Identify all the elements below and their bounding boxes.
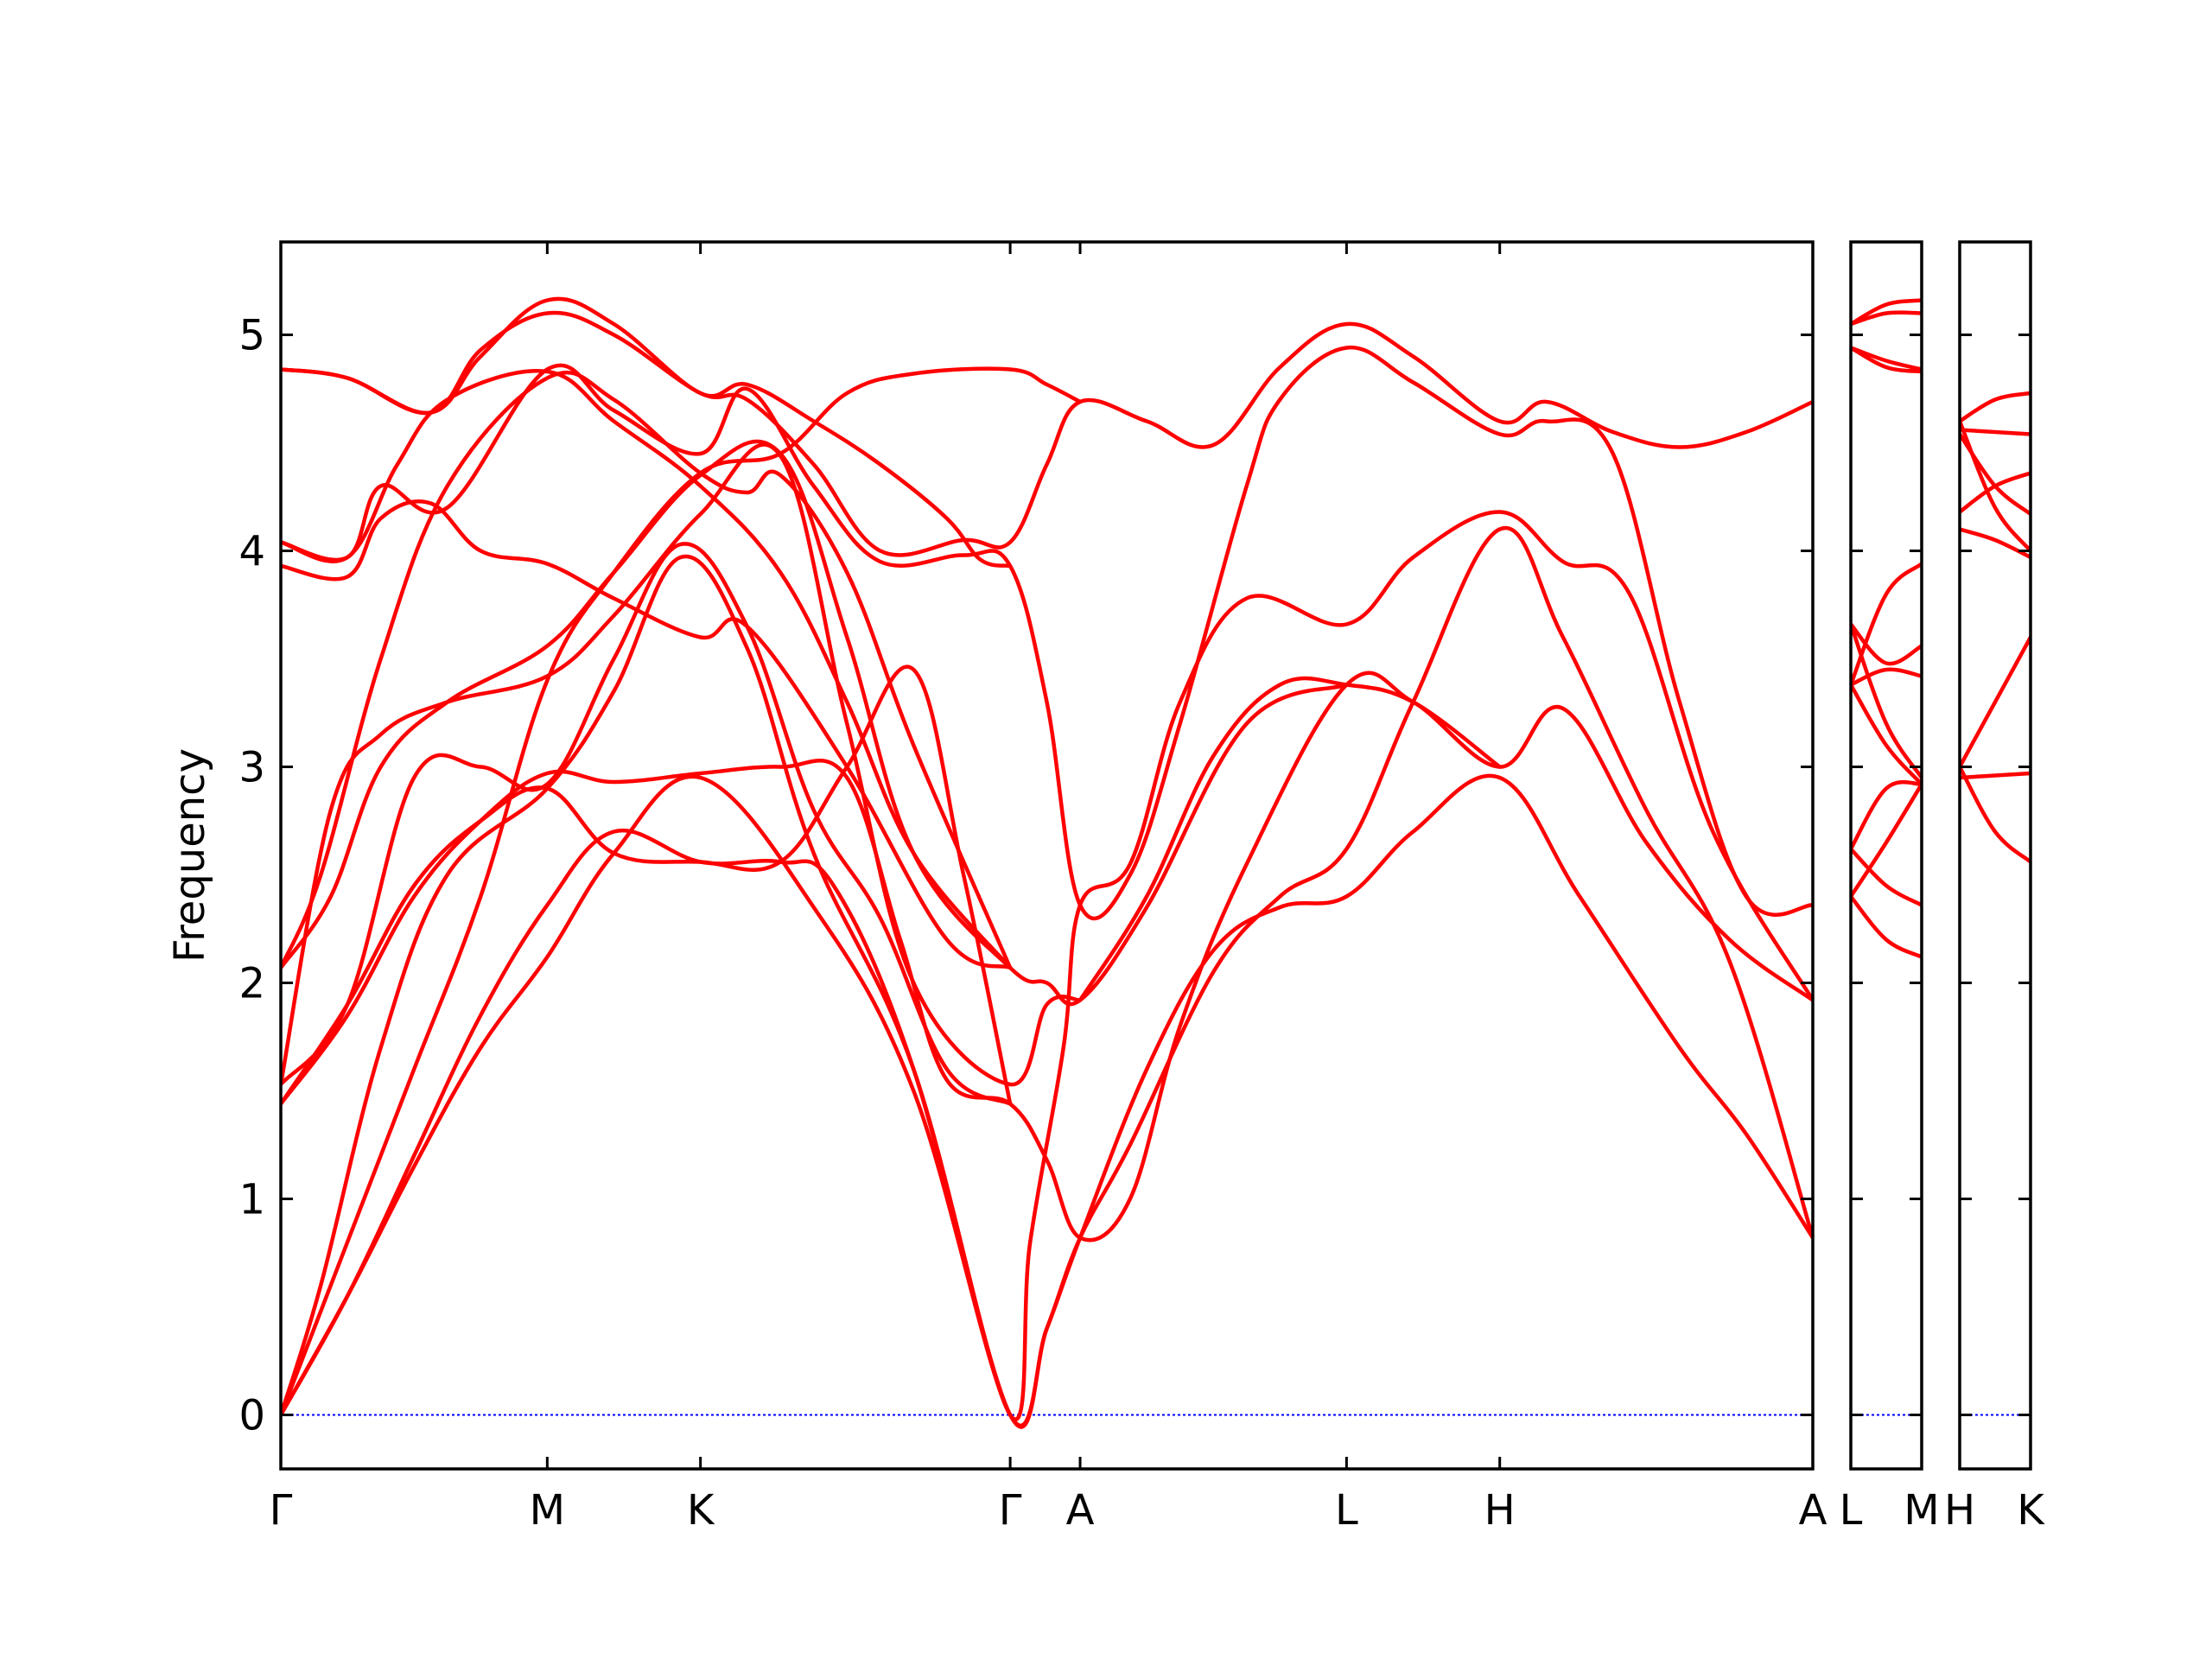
- panel-frame: [279, 240, 1815, 1471]
- x-tick-label-path-main-2: K: [687, 1486, 715, 1535]
- phonon-band-2: [1960, 765, 2031, 864]
- phonon-band-9: [1960, 391, 2031, 423]
- x-tick-label-path-H-K-1: K: [2017, 1486, 2045, 1535]
- phonon-band-6: [1851, 683, 1922, 786]
- phonon-band-5: [1851, 667, 1922, 687]
- band-group: [1960, 391, 2031, 864]
- x-tick-label-path-L-M-0: L: [1840, 1486, 1863, 1535]
- phonon-band-9: [1851, 562, 1922, 687]
- phonon-band-1: [1960, 771, 2031, 780]
- y-tick-label-3: 3: [238, 744, 265, 792]
- phonon-band-8: [1851, 622, 1922, 666]
- phonon-band-1: [1851, 782, 1922, 899]
- phonon-band-11: [281, 369, 1013, 970]
- phonon-band-2: [281, 525, 1813, 1429]
- phonon-band-10: [281, 499, 1013, 970]
- x-tick-label-path-main-1: M: [530, 1486, 565, 1535]
- phonon-band-3: [1851, 779, 1922, 851]
- y-tick-label-2: 2: [238, 960, 265, 1008]
- band-group: [1851, 298, 1922, 959]
- phonon-band-11: [1851, 346, 1922, 372]
- panel-frame: [1958, 240, 2032, 1471]
- phonon-band-13: [1851, 298, 1922, 327]
- phonon-band-4: [1851, 847, 1922, 907]
- phonon-band-8: [281, 439, 1349, 1007]
- x-tick-label-path-main-3: Γ: [999, 1486, 1022, 1535]
- x-tick-label-path-main-4: A: [1066, 1486, 1095, 1535]
- phonon-band-2: [1851, 894, 1922, 959]
- x-tick-label-path-L-M-1: M: [1904, 1486, 1939, 1535]
- y-tick-label-4: 4: [238, 528, 265, 576]
- y-tick-label-5: 5: [238, 312, 265, 360]
- phonon-band-16: [1077, 676, 1502, 1002]
- x-tick-label-path-main-5: L: [1335, 1486, 1358, 1535]
- y-tick-label-0: 0: [238, 1392, 265, 1440]
- phonon-band-12: [281, 346, 1813, 921]
- y-axis-title: Frequency: [166, 748, 214, 963]
- phonon-band-4: [281, 671, 1813, 1243]
- phonon-band-4: [1960, 527, 2031, 560]
- phonon-band-8: [1960, 428, 2031, 436]
- phonon-band-6: [281, 542, 1013, 1106]
- panel-frame: [1849, 240, 1923, 1471]
- x-tick-label-path-main-0: Γ: [270, 1486, 293, 1535]
- phonon-band-15: [281, 366, 1083, 1417]
- y-tick-label-1: 1: [238, 1176, 265, 1224]
- x-tick-label-path-H-K-0: H: [1944, 1486, 1975, 1535]
- phonon-band-7: [1960, 419, 2031, 553]
- phonon-band-9: [281, 370, 1013, 970]
- phonon-band-7: [1851, 622, 1922, 780]
- band-group: [281, 296, 1813, 1429]
- phonon-band-3: [281, 510, 1813, 1421]
- phonon-band-5: [281, 664, 1013, 1106]
- phonon-band-3: [1960, 635, 2031, 769]
- x-tick-label-path-main-6: H: [1484, 1486, 1516, 1535]
- phonon-band-14: [281, 296, 1013, 569]
- phonon-band-13: [281, 310, 1813, 557]
- x-tick-label-path-main-7: A: [1799, 1486, 1827, 1535]
